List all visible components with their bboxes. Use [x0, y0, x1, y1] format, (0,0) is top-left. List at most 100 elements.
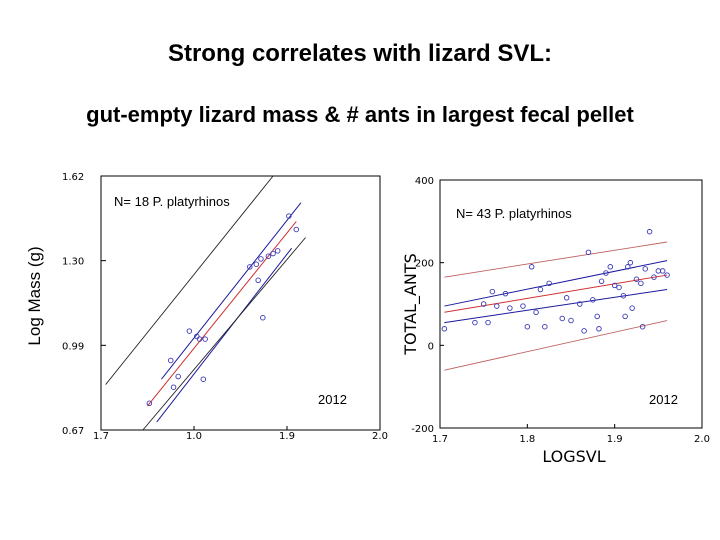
data-point: [611, 282, 618, 289]
page-title: Strong correlates with lizard SVL:: [167, 40, 553, 67]
data-point: [546, 280, 552, 287]
regression-fit-line: [444, 274, 668, 313]
data-point: [603, 270, 609, 276]
data-point: [260, 314, 266, 321]
page-subtitle: gut-empty lizard mass & # ants in larges…: [86, 102, 634, 127]
left-chart: Log Mass (g) 0.67 0.99 1.30 1.62 1.7 1.0 1.9 2…: [25, 172, 388, 442]
data-point: [655, 268, 662, 274]
data-point: [533, 309, 539, 316]
data-point: [594, 313, 600, 320]
data-point: [596, 326, 602, 332]
data-point: [265, 253, 272, 259]
y-tick-label: -200: [411, 424, 434, 435]
left-year-label: 2012: [318, 392, 347, 407]
data-point: [642, 266, 648, 272]
data-point: [441, 326, 448, 332]
data-point: [200, 376, 207, 382]
data-point: [186, 328, 193, 334]
data-point: [537, 286, 544, 293]
data-point: [485, 319, 491, 326]
data-point: [627, 259, 634, 266]
data-point: [270, 250, 276, 257]
y-tick-label: 1.62: [62, 172, 84, 183]
data-point: [528, 264, 535, 270]
data-point: [639, 323, 646, 330]
data-point: [568, 317, 574, 324]
y-tick-label: 0.67: [62, 426, 84, 437]
data-point: [494, 303, 500, 309]
data-point: [170, 384, 177, 390]
y-tick-label: 200: [415, 259, 434, 270]
prediction-upper-line: [444, 241, 668, 278]
left-y-axis-label: Log Mass (g): [25, 246, 44, 345]
data-point: [146, 400, 153, 407]
data-point: [581, 328, 587, 334]
data-point: [258, 256, 264, 262]
y-tick-label: 1.30: [62, 257, 84, 268]
data-point: [286, 213, 292, 219]
data-point: [659, 268, 666, 274]
data-point: [247, 264, 253, 270]
data-point: [625, 264, 631, 270]
y-tick-label: 400: [415, 176, 434, 187]
x-tick-label: 1.8: [519, 434, 535, 445]
x-tick-label: 1.9: [607, 434, 623, 445]
left-plot-frame: [100, 175, 381, 431]
x-tick-label: 2.0: [694, 434, 710, 445]
data-point: [607, 264, 614, 270]
data-point: [622, 313, 628, 320]
data-point: [524, 323, 531, 330]
data-point: [629, 305, 635, 311]
data-point: [620, 292, 627, 299]
x-tick-label: 1.9: [279, 431, 295, 442]
data-point: [542, 323, 548, 330]
right-chart: TOTAL_ANTS -200 0 200 400 1.7 1.8 1.9 2.0 N= 4…: [401, 176, 710, 466]
data-point: [255, 277, 261, 284]
data-point: [576, 301, 583, 307]
regression-fit-line: [147, 221, 297, 407]
data-point: [520, 303, 526, 309]
right-x-axis-label: LOGSVL: [542, 447, 605, 466]
data-point: [664, 272, 670, 278]
data-point: [502, 290, 509, 297]
data-point: [293, 226, 300, 233]
data-point: [559, 315, 566, 322]
data-point: [167, 357, 174, 364]
data-point: [202, 336, 208, 342]
data-point: [633, 276, 640, 282]
data-point: [638, 280, 644, 287]
data-point: [480, 301, 487, 307]
y-tick-label: 0: [428, 341, 434, 352]
data-point: [616, 284, 622, 291]
data-point: [646, 228, 653, 235]
data-point: [598, 278, 605, 285]
confidence-lower-line: [156, 247, 293, 423]
prediction-lower-line: [142, 237, 306, 431]
data-point: [472, 319, 478, 326]
data-point: [651, 274, 657, 280]
x-tick-label: 1.7: [93, 431, 109, 442]
x-tick-label: 2.0: [372, 431, 388, 442]
data-point: [489, 288, 496, 295]
prediction-lower-line: [444, 320, 668, 371]
x-tick-label: 1.7: [432, 434, 448, 445]
prediction-upper-line: [105, 175, 274, 385]
data-point: [507, 305, 513, 311]
data-point: [196, 336, 203, 342]
data-point: [274, 248, 281, 254]
left-annotation: N= 18 P. platyrhinos: [114, 194, 230, 209]
data-point: [585, 249, 592, 256]
confidence-upper-line: [444, 260, 668, 307]
right-y-axis-label: TOTAL_ANTS: [401, 253, 421, 356]
data-point: [253, 261, 260, 267]
y-tick-label: 0.99: [62, 341, 84, 352]
data-point: [590, 297, 596, 303]
data-point: [563, 295, 570, 301]
right-plot-frame: [439, 179, 703, 429]
confidence-upper-line: [161, 202, 302, 380]
x-tick-label: 1.0: [186, 431, 202, 442]
right-annotation: N= 43 P. platyrhinos: [456, 206, 572, 221]
confidence-lower-line: [444, 289, 668, 324]
right-year-label: 2012: [649, 392, 678, 407]
